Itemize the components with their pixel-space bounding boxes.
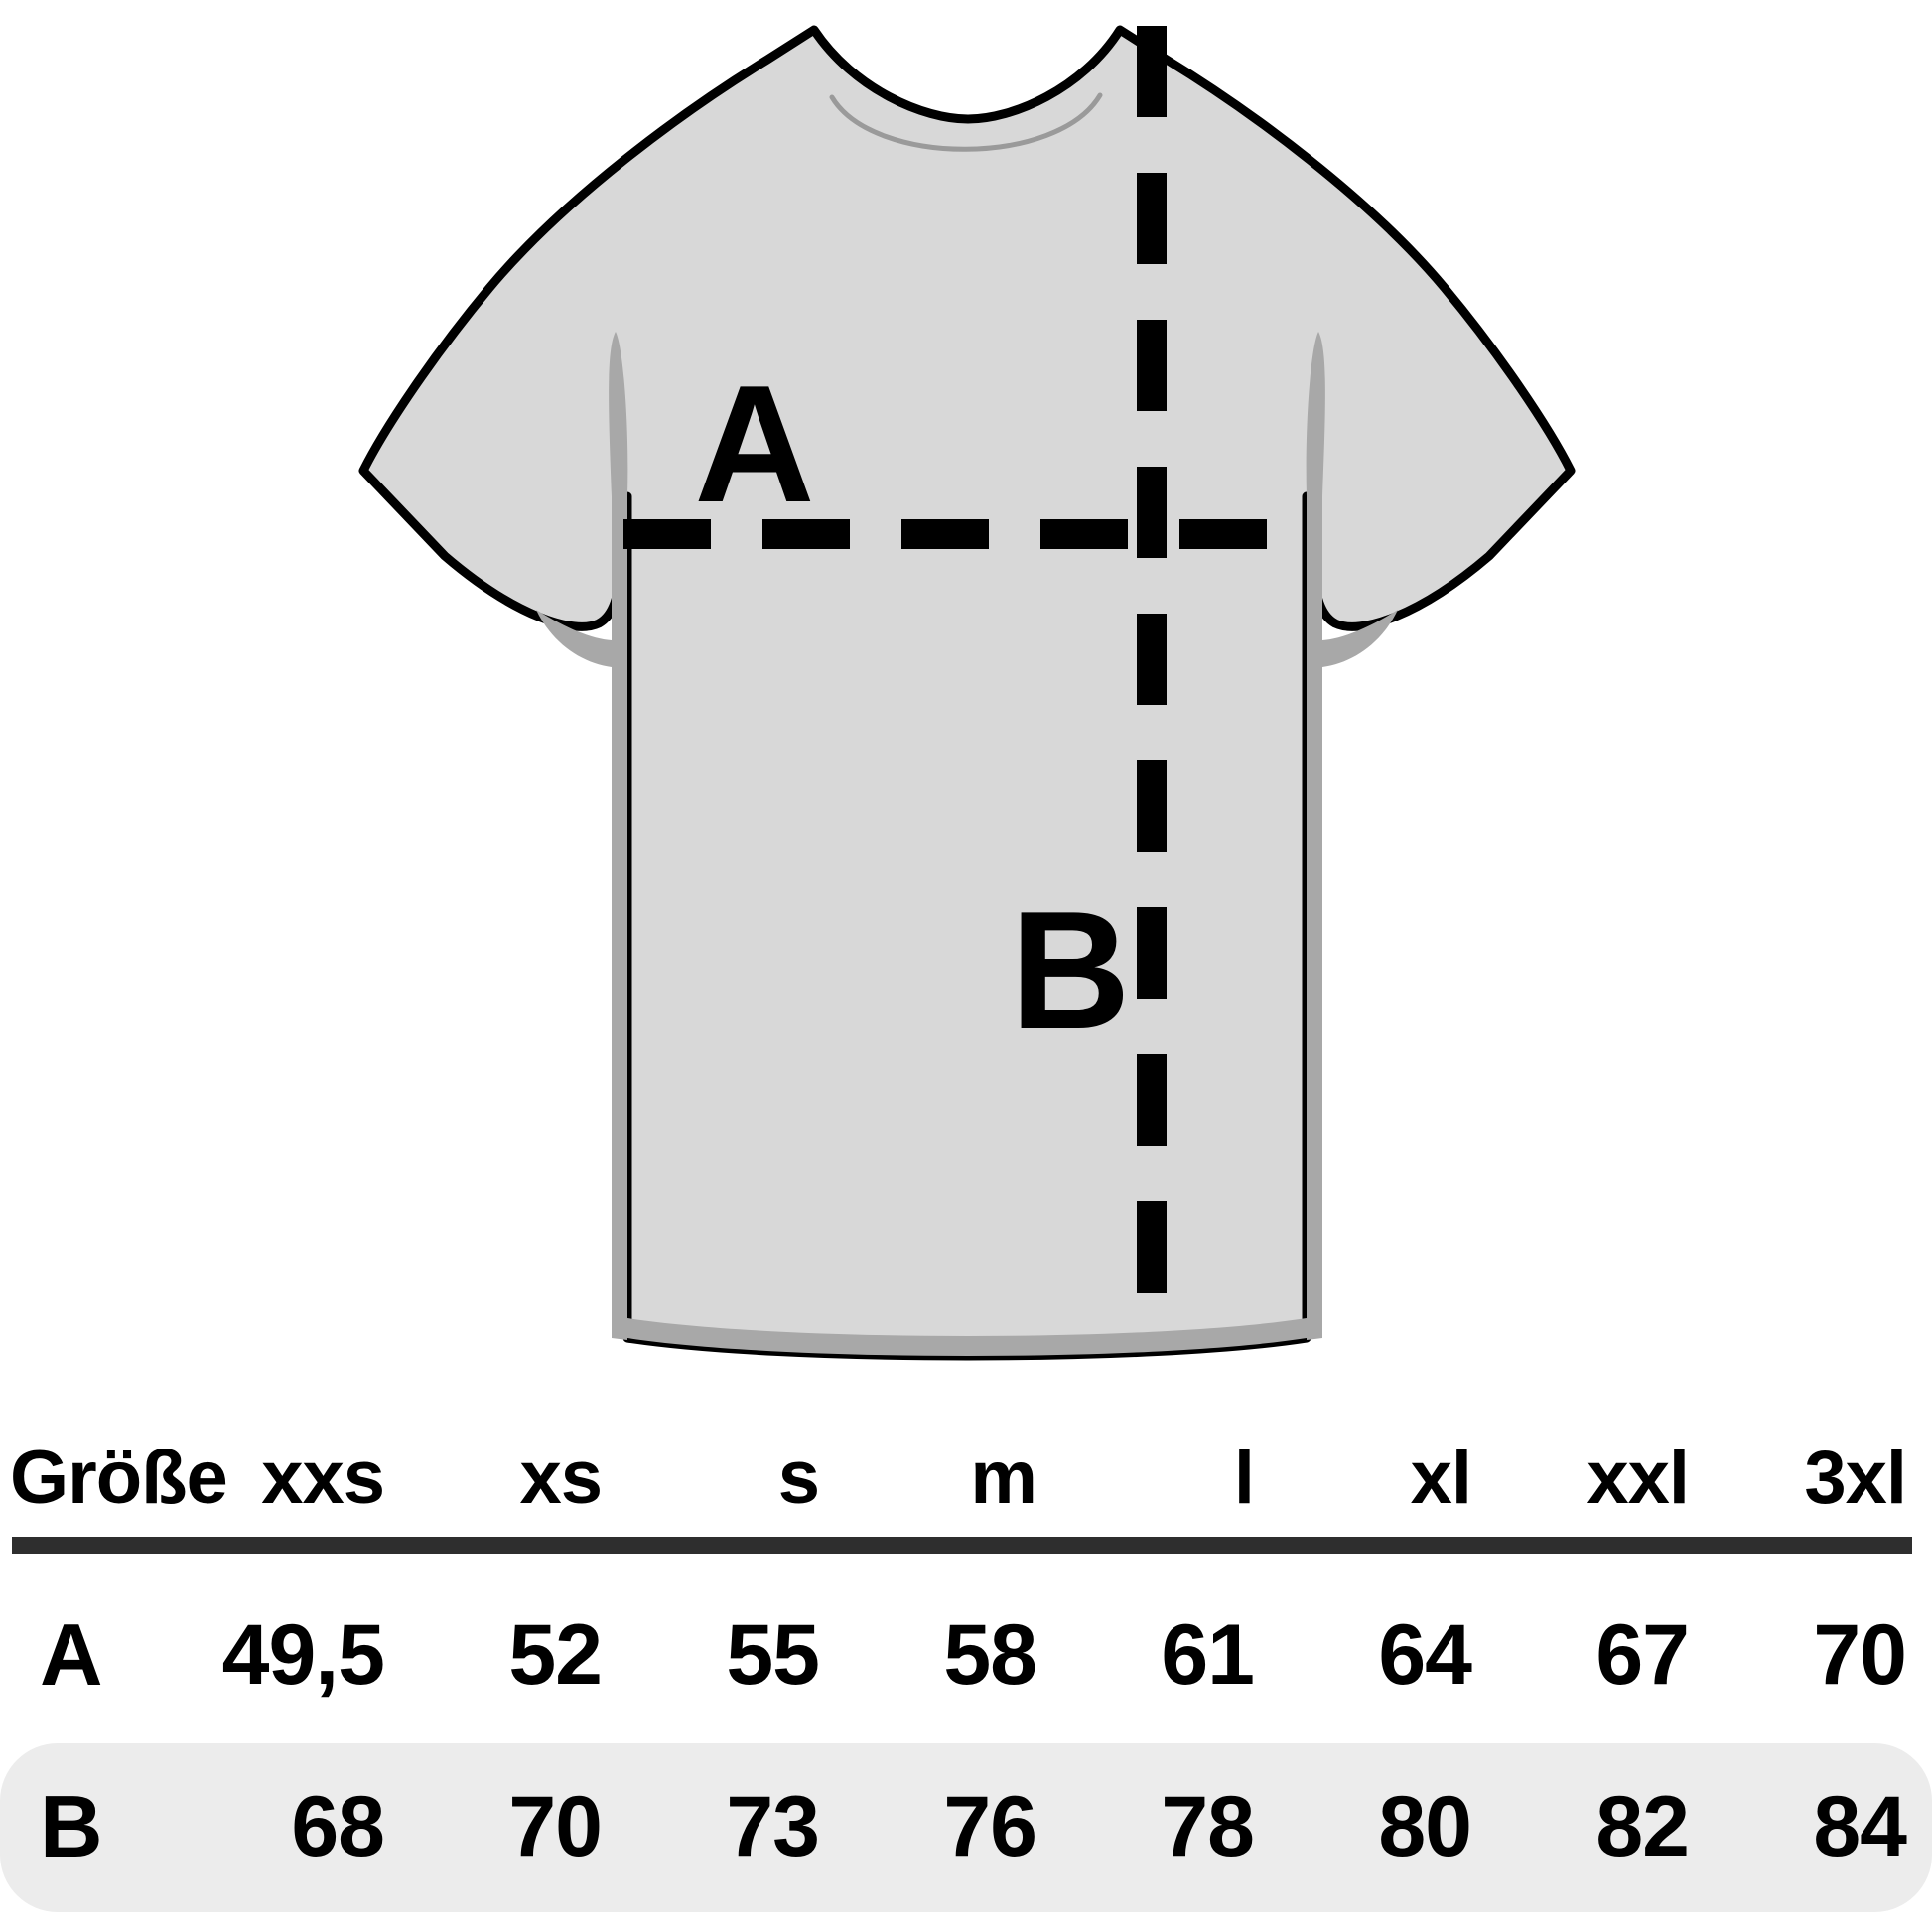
row-a-label: A [40,1605,103,1704]
right-side-seam-shadow [1306,332,1325,1340]
table-header-row: Größe xxs xs s m l xl xxl 3xl [0,1424,1932,1533]
left-armpit-shadow [536,610,612,667]
header-size-3xl: 3xl [1804,1436,1907,1520]
row-b-value-m: 76 [943,1779,1037,1874]
size-table: Größe xxs xs s m l xl xxl 3xl A 49,5 52 … [0,1410,1932,1932]
row-a-value-s: 55 [726,1607,820,1703]
row-b-value-xs: 70 [508,1779,603,1874]
row-b-value-l: 78 [1161,1779,1255,1874]
row-b-value-3xl: 84 [1813,1779,1907,1874]
row-b-label: B [40,1777,103,1875]
tshirt-body-shape [358,25,1576,1361]
row-b-value-xxs: 68 [291,1779,385,1874]
header-size-m: m [970,1436,1037,1520]
left-side-seam-shadow [609,332,628,1340]
header-size-l: l [1233,1436,1255,1520]
row-a-value-xxl: 67 [1595,1607,1690,1703]
row-a-value-xs: 52 [508,1607,603,1703]
table-row-a: A 49,5 52 55 58 61 64 67 70 [0,1590,1932,1720]
row-b-value-xxl: 82 [1595,1779,1690,1874]
measure-label-b: B [1010,877,1130,1063]
hem-shadow [627,1318,1307,1356]
seam-shadows [536,92,1398,1356]
header-size-xl: xl [1410,1436,1472,1520]
header-label-groesse: Größe [10,1436,228,1520]
row-a-value-xl: 64 [1378,1607,1472,1703]
collar-inner-line [829,92,1103,152]
tshirt-silhouette [358,25,1576,1361]
table-row-b: B 68 70 73 76 78 80 82 84 [0,1747,1932,1906]
row-b-value-s: 73 [726,1779,820,1874]
measure-label-a: A [694,350,814,537]
header-size-xxs: xxs [261,1436,385,1520]
row-b-highlight-band [0,1743,1932,1912]
header-size-xxl: xxl [1587,1436,1690,1520]
right-armpit-shadow [1322,610,1398,667]
header-size-xs: xs [519,1436,603,1520]
header-size-s: s [777,1436,820,1520]
row-a-value-xxs: 49,5 [221,1607,385,1703]
tshirt-illustration: A B [358,25,1576,1361]
row-a-value-l: 61 [1161,1607,1255,1703]
row-b-value-xl: 80 [1378,1779,1472,1874]
header-divider-rule [12,1537,1912,1554]
row-a-value-3xl: 70 [1813,1607,1907,1703]
row-a-value-m: 58 [943,1607,1037,1703]
